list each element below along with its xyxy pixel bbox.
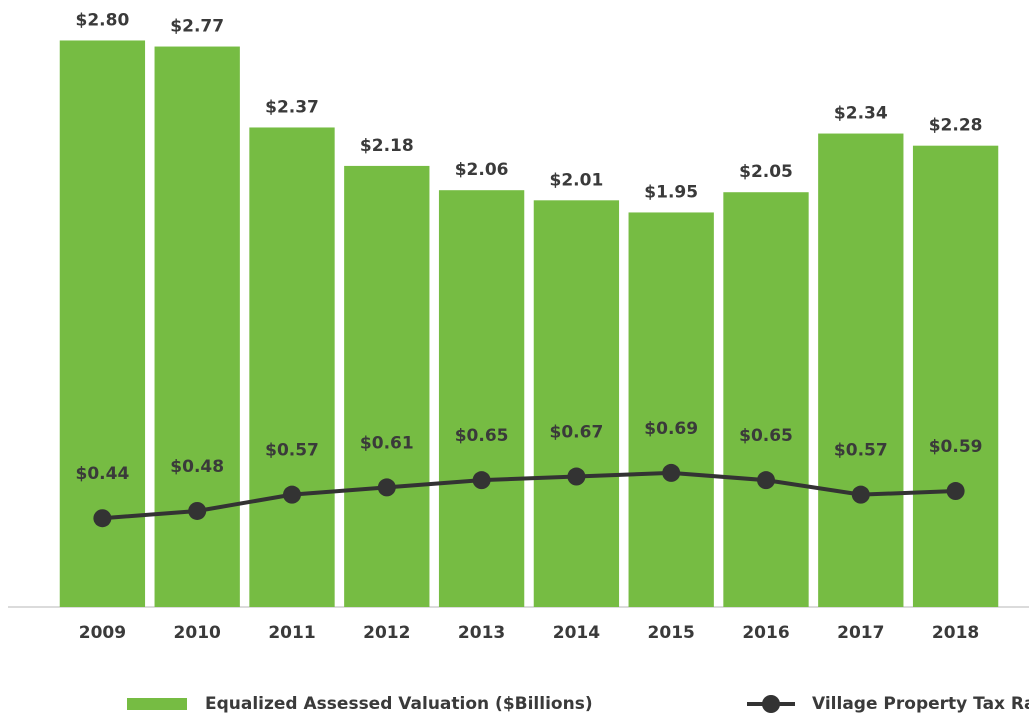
tax-rate-point [567,467,586,486]
x-tick-label: 2012 [363,623,410,643]
x-tick-label: 2018 [932,623,979,643]
legend-marker [762,695,780,713]
bar-value-label: $2.80 [76,10,130,30]
tax-rate-point [757,471,775,490]
tax-rate-point [188,501,207,520]
bar-value-label: $1.95 [644,182,698,202]
x-tick-label: 2015 [648,623,695,643]
bar [628,212,714,607]
line-value-label: $0.65 [455,426,509,446]
tax-rate-point [472,471,491,490]
line-value-label: $0.65 [739,426,793,446]
bar-value-label: $2.05 [739,162,793,182]
bar [723,192,809,607]
x-tick-label: 2010 [174,623,221,643]
line-value-label: $0.59 [929,437,983,457]
tax-rate-point [946,482,965,501]
bar-value-label: $2.01 [550,170,604,190]
line-value-label: $0.61 [360,433,414,453]
tax-rate-point [283,485,301,504]
line-value-label: $0.69 [644,419,698,439]
bar-value-label: $2.77 [170,17,224,37]
line-value-label: $0.57 [265,441,319,461]
bar-value-label: $2.28 [929,116,983,136]
tax-rate-line [102,470,956,521]
bar [344,165,430,607]
x-tick-label: 2009 [79,623,126,643]
legend-label: Equalized Assessed Valuation ($Billions) [205,694,593,714]
legend-label: Village Property Tax Rate [812,694,1029,714]
line-value-label: $0.44 [76,464,130,484]
tax-rate-point [851,485,870,504]
line-value-label: $0.48 [170,457,224,477]
bar-value-label: $2.34 [834,104,888,124]
bar [154,46,240,607]
line-value-label: $0.57 [834,441,888,461]
bar [438,190,525,607]
tax-rate-point [93,509,112,528]
bar [249,127,335,607]
legend-swatch [127,698,187,710]
tax-rate-point [662,463,681,482]
bar [533,200,620,607]
x-tick-label: 2011 [268,623,315,643]
line-value-label: $0.67 [550,423,604,443]
x-tick-label: 2016 [742,623,789,643]
x-tick-label: 2014 [553,623,600,643]
x-tick-label: 2013 [458,623,505,643]
bar-value-label: $2.06 [455,160,509,180]
x-tick-label: 2017 [837,623,884,643]
bar [818,133,904,608]
bar-value-label: $2.37 [265,97,319,117]
tax-rate-point [377,478,396,497]
bar [912,145,999,607]
bar-value-label: $2.18 [360,136,414,156]
